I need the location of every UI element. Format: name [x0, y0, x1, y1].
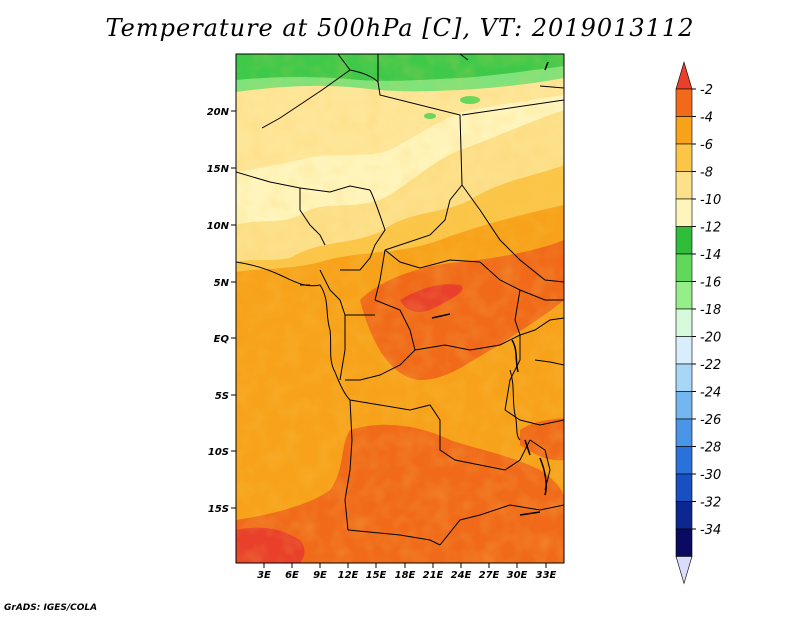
colorbar-label: -4: [700, 111, 713, 126]
colorbar-swatch: [675, 198, 693, 227]
grads-credit: GrADS: IGES/COLA: [4, 603, 98, 613]
lat-label: EQ: [214, 334, 230, 345]
lon-label: 6E: [285, 570, 299, 581]
colorbar-swatch: [675, 116, 693, 145]
colorbar-label: -12: [700, 221, 721, 236]
lon-label: 12E: [338, 570, 359, 581]
lon-label: 30E: [507, 570, 528, 581]
coastline: [236, 261, 521, 441]
lat-label: 15N: [207, 164, 230, 175]
colorbar-label: -34: [700, 523, 721, 538]
lon-label: 15E: [366, 570, 387, 581]
lon-label: 33E: [536, 570, 557, 581]
lat-label: 15S: [208, 504, 229, 515]
colorbar-label: -16: [700, 276, 721, 291]
colorbar-label: -30: [700, 468, 721, 483]
colorbar-label: -14: [700, 248, 721, 263]
colorbar-swatch: [675, 446, 693, 475]
lon-label: 21E: [423, 570, 444, 581]
map-frame: [235, 53, 565, 564]
colorbar-label: -26: [700, 413, 721, 428]
lon-label: 24E: [451, 570, 472, 581]
lat-label: 10S: [208, 447, 229, 458]
colorbar-swatch: [675, 171, 693, 200]
colorbar-label: -18: [700, 303, 721, 318]
lat-axis: 20N 15N 10N 5N EQ 5S 10S 15S: [207, 107, 236, 515]
colorbar-label: -24: [700, 386, 721, 401]
lat-label: 20N: [207, 107, 230, 118]
lon-axis: 3E 6E 9E 12E 15E 18E 21E 24E 27E 30E 33E: [257, 563, 557, 581]
lon-label: 9E: [313, 570, 327, 581]
colorbar-upper-triangle: [675, 60, 693, 90]
colorbar-swatch: [675, 501, 693, 530]
colorbar-label: -28: [700, 441, 721, 456]
lon-label: 27E: [479, 570, 500, 581]
lon-label: 3E: [257, 570, 271, 581]
country-borders: [236, 54, 564, 546]
lat-label: 10N: [207, 221, 230, 232]
colorbar-swatch: [675, 88, 693, 117]
colorbar: -2 -4 -6 -8 -10 -12 -14 -16 -18 -20 -22 -24 -26 -28 -3…: [675, 60, 721, 585]
lon-label: 18E: [395, 570, 416, 581]
colorbar-swatch: [675, 253, 693, 282]
lat-label: 5S: [215, 391, 229, 402]
colorbar-label: -32: [700, 496, 721, 511]
colorbar-swatch: [675, 143, 693, 172]
colorbar-swatch: [675, 391, 693, 420]
lat-label: 5N: [214, 278, 230, 289]
colorbar-label: -10: [700, 193, 721, 208]
colorbar-swatch: [675, 528, 693, 557]
lakes: [431, 61, 549, 516]
colorbar-swatch: [675, 363, 693, 392]
temperature-field: [236, 54, 564, 563]
colorbar-label: -6: [700, 138, 713, 153]
colorbar-label: -2: [700, 83, 713, 98]
colorbar-lower-triangle: [675, 556, 693, 585]
map-title: Temperature at 500hPa [C], VT: 201901311…: [105, 14, 695, 42]
colorbar-swatch: [675, 418, 693, 447]
colorbar-swatch: [675, 336, 693, 365]
colorbar-swatch: [675, 226, 693, 255]
colorbar-label: -8: [700, 166, 713, 181]
colorbar-label: -20: [700, 331, 721, 346]
colorbar-swatch: [675, 308, 693, 337]
colorbar-swatch: [675, 473, 693, 502]
colorbar-label: -22: [700, 358, 721, 373]
colorbar-swatch: [675, 281, 693, 310]
